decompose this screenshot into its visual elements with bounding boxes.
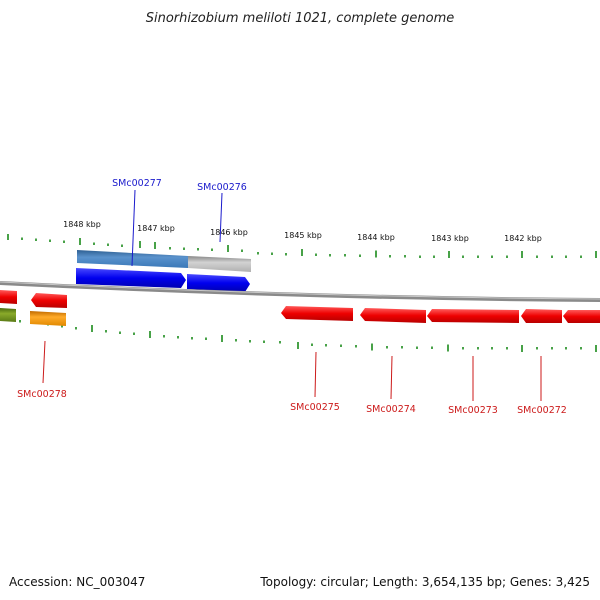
gene-label-smc00272[interactable]: SMc00272 <box>517 405 567 416</box>
scale-label-1848: 1848 kbp <box>63 220 101 229</box>
gene-label-smc00274[interactable]: SMc00274 <box>366 404 416 415</box>
gene-arrow-smc00278-partner <box>31 293 67 308</box>
upper-feature-track <box>77 250 251 272</box>
gene-label-smc00277[interactable]: SMc00277 <box>112 178 162 189</box>
lower-feature-track <box>0 308 66 326</box>
topology-text: Topology: circular; Length: 3,654,135 bp… <box>259 575 590 589</box>
genome-backbone-highlight <box>0 281 600 300</box>
gene-arrow-smc00274 <box>360 308 426 323</box>
scale-label-1846: 1846 kbp <box>210 228 248 237</box>
genome-backbone <box>0 281 600 302</box>
upper-tick-ring <box>7 234 597 258</box>
scale-label-1847: 1847 kbp <box>137 224 175 233</box>
feature-bar-olive <box>0 308 16 322</box>
accession-text: Accession: NC_003047 <box>9 575 145 589</box>
lower-tick-ring <box>5 318 597 352</box>
gene-arrow-smc00273 <box>427 309 519 323</box>
gene-arrow-smc00275 <box>281 306 353 321</box>
leader-lines <box>42 189 542 401</box>
gene-label-smc00278[interactable]: SMc00278 <box>17 389 67 400</box>
gene-label-smc00275[interactable]: SMc00275 <box>290 402 340 413</box>
forward-strand-genes <box>76 268 250 292</box>
scale-label-1843: 1843 kbp <box>431 234 469 243</box>
gene-arrow-smc00276 <box>187 274 250 292</box>
gene-arrow-smc00272 <box>521 309 562 323</box>
scale-label-1842: 1842 kbp <box>504 234 542 243</box>
feature-bar-orange <box>30 311 66 326</box>
gene-arrow-smc00277 <box>76 268 186 288</box>
gene-label-smc00276[interactable]: SMc00276 <box>197 182 247 193</box>
scale-label-1845: 1845 kbp <box>284 231 322 240</box>
scale-label-1844: 1844 kbp <box>357 233 395 242</box>
feature-bar-gray <box>188 256 251 272</box>
map-title: Sinorhizobium meliloti 1021, complete ge… <box>146 11 455 26</box>
gene-label-smc00273[interactable]: SMc00273 <box>448 405 498 416</box>
gene-arrow-right-edge <box>563 310 600 323</box>
reverse-strand-genes <box>0 290 600 323</box>
gene-arrow-left-edge <box>0 290 17 304</box>
